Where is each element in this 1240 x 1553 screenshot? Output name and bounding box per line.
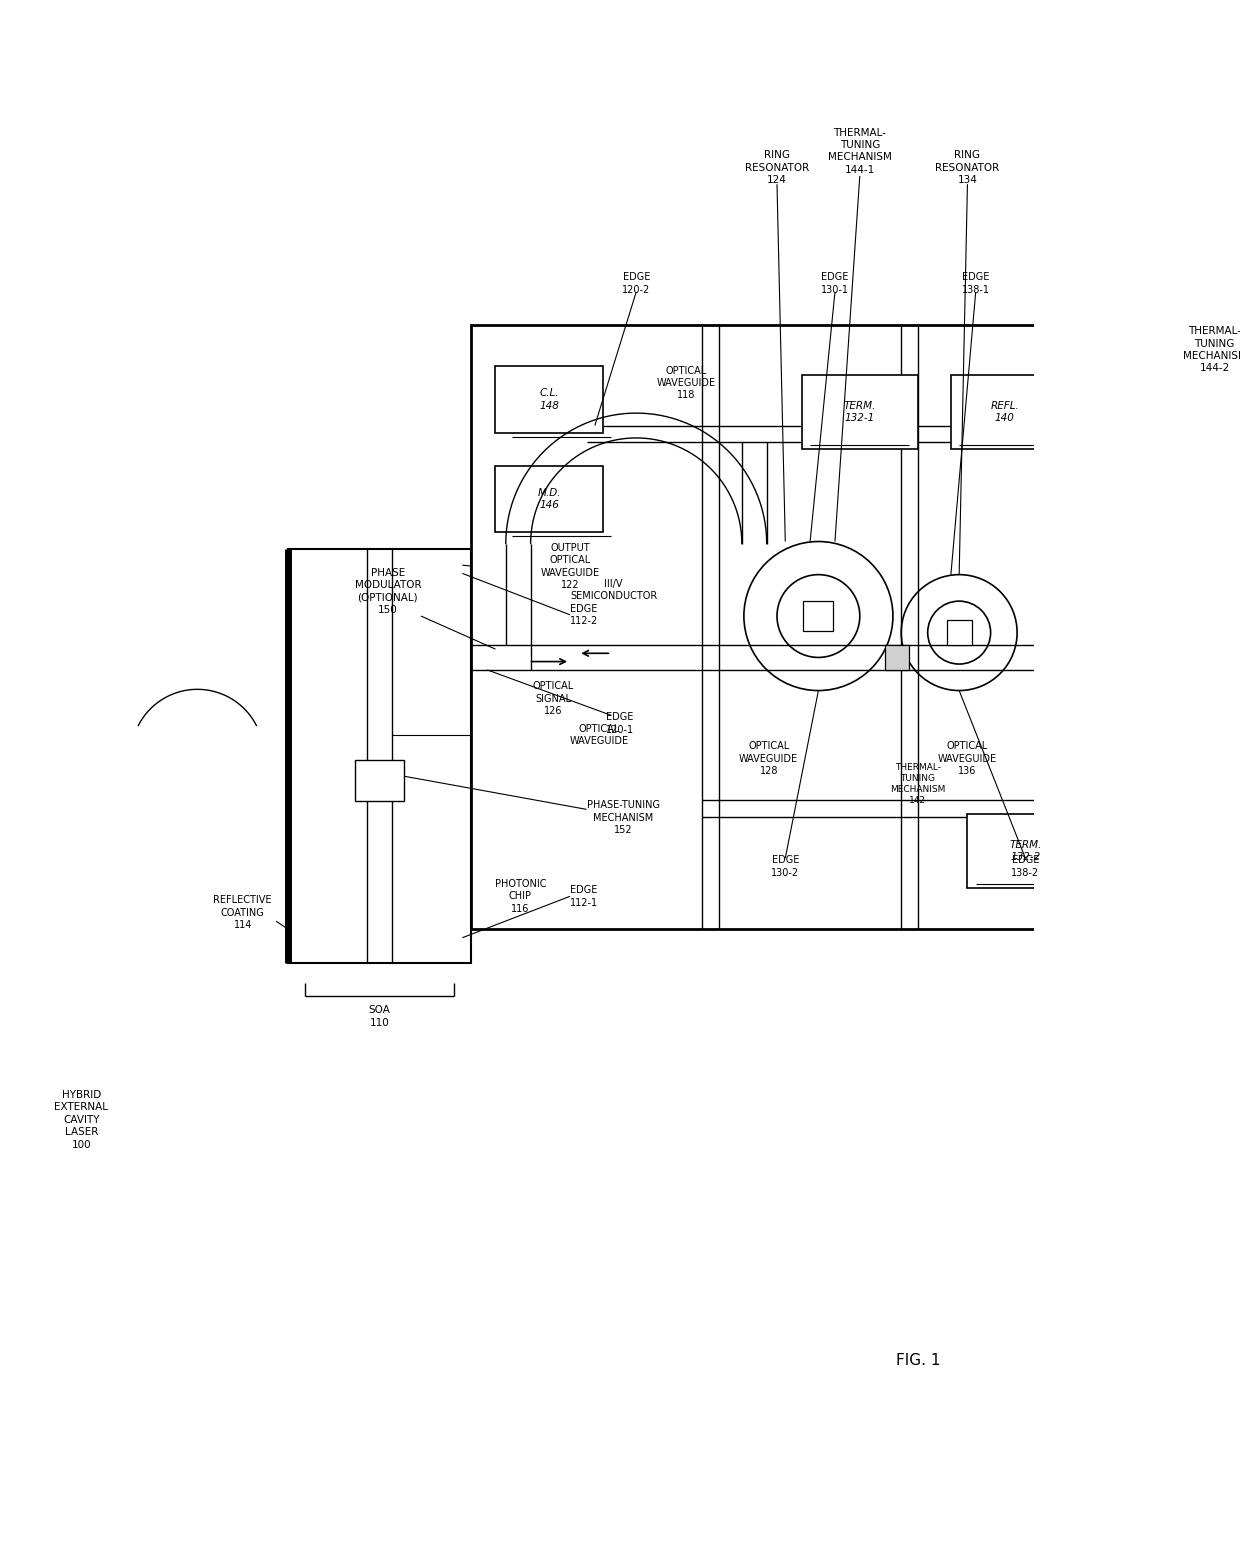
Text: RING
RESONATOR
124: RING RESONATOR 124 [745, 151, 810, 185]
Text: EDGE
112-1: EDGE 112-1 [570, 885, 598, 907]
Bar [951, 374, 1059, 449]
Text: OUTPUT
OPTICAL
WAVEGUIDE
122: OUTPUT OPTICAL WAVEGUIDE 122 [541, 542, 600, 590]
Bar [802, 374, 918, 449]
Text: HYBRID
EXTERNAL
CAVITY
LASER
100: HYBRID EXTERNAL CAVITY LASER 100 [55, 1090, 108, 1149]
Text: EDGE
138-2: EDGE 138-2 [1012, 856, 1039, 877]
Text: OPTICAL
SIGNAL
126: OPTICAL SIGNAL 126 [533, 682, 574, 716]
Text: III/V
SEMICONDUCTOR: III/V SEMICONDUCTOR [570, 579, 657, 601]
Text: SOA
110: SOA 110 [368, 1005, 391, 1028]
Text: THERMAL-
TUNING
MECHANISM
144-1: THERMAL- TUNING MECHANISM 144-1 [828, 127, 892, 174]
Text: PHASE
MODULATOR
(OPTIONAL)
150: PHASE MODULATOR (OPTIONAL) 150 [355, 567, 422, 615]
Bar [496, 466, 603, 533]
Text: EDGE
130-2: EDGE 130-2 [771, 856, 800, 877]
Text: FIG. 1: FIG. 1 [895, 1353, 940, 1368]
Text: TERM.
132-1: TERM. 132-1 [843, 401, 875, 422]
Text: EDGE
120-2: EDGE 120-2 [622, 272, 650, 295]
Bar [946, 620, 972, 644]
Text: OPTICAL
WAVEGUIDE
118: OPTICAL WAVEGUIDE 118 [656, 365, 715, 401]
Bar [884, 644, 909, 669]
Bar [355, 759, 404, 801]
Text: EDGE
112-2: EDGE 112-2 [570, 604, 598, 626]
Text: PHOTONIC
CHIP
116: PHOTONIC CHIP 116 [495, 879, 546, 913]
Bar [967, 814, 1084, 888]
Text: EDGE
120-1: EDGE 120-1 [605, 713, 634, 735]
Text: REFLECTIVE
COATING
114: REFLECTIVE COATING 114 [213, 896, 272, 930]
Text: OPTICAL
WAVEGUIDE: OPTICAL WAVEGUIDE [570, 724, 629, 745]
Text: PHASE-TUNING
MECHANISM
152: PHASE-TUNING MECHANISM 152 [587, 800, 660, 836]
Bar [289, 548, 471, 963]
Bar [471, 325, 1133, 929]
Text: RING
RESONATOR
134: RING RESONATOR 134 [935, 151, 999, 185]
Text: EDGE
138-1: EDGE 138-1 [962, 272, 990, 295]
Bar [496, 367, 603, 433]
Text: C.L.
148: C.L. 148 [539, 388, 559, 410]
Text: EDGE
130-1: EDGE 130-1 [821, 272, 849, 295]
Bar [804, 601, 833, 631]
Text: REFL.
140: REFL. 140 [991, 401, 1019, 422]
Text: THERMAL-
TUNING
MECHANISM
142: THERMAL- TUNING MECHANISM 142 [890, 763, 945, 804]
Text: THERMAL-
TUNING
MECHANISM
144-2: THERMAL- TUNING MECHANISM 144-2 [1183, 326, 1240, 373]
Text: OPTICAL
WAVEGUIDE
128: OPTICAL WAVEGUIDE 128 [739, 741, 799, 776]
Text: OPTICAL
WAVEGUIDE
136: OPTICAL WAVEGUIDE 136 [937, 741, 997, 776]
Text: M.D.
146: M.D. 146 [538, 488, 560, 509]
Text: TERM.
132-2: TERM. 132-2 [1009, 840, 1042, 862]
